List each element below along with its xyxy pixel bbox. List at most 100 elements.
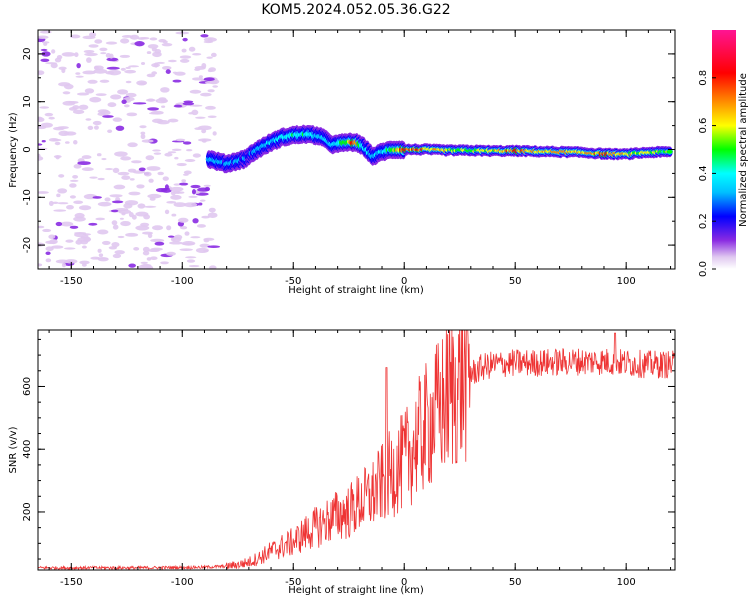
heatmap-noise-blob [141, 231, 154, 235]
heatmap-noise-blob [57, 188, 68, 194]
heatmap-noise-blob [128, 191, 141, 196]
heatmap-noise-blob [73, 140, 78, 145]
heatmap-noise-blob [188, 264, 200, 268]
heatmap-noise-blob [208, 67, 217, 72]
heatmap-noise-blob [192, 153, 201, 158]
heatmap-noise-blob [85, 118, 92, 121]
heatmap-noise-blob [162, 40, 168, 44]
heatmap-noise-blob [132, 170, 146, 174]
heatmap-noise-blob [57, 126, 69, 130]
colorbar-label: Normalized spectral amplitude [738, 73, 749, 227]
heatmap-noise-blob [183, 202, 198, 208]
snr-y-label: SNR (v/v) [8, 426, 19, 473]
heatmap-noise-blob [78, 104, 89, 110]
heatmap-noise-blob [64, 141, 70, 144]
x-tick-label: -50 [285, 577, 301, 588]
heatmap-noise-blob [173, 183, 181, 186]
heatmap-noise-blob [167, 235, 175, 238]
heatmap-noise-blob [80, 239, 89, 245]
heatmap-noise-blob [140, 37, 150, 40]
heatmap-noise-blob [38, 117, 45, 122]
figure-title: KOM5.2024.052.05.36.G22 [261, 2, 450, 18]
heatmap-noise-blob [194, 116, 206, 119]
heatmap-noise-blob [87, 125, 94, 130]
y-tick-label: -20 [22, 237, 33, 253]
heatmap-noise-blob [182, 173, 189, 176]
heatmap-noise-blob [153, 152, 162, 155]
heatmap-noise-blob [55, 221, 63, 227]
heatmap-noise-blob [93, 125, 99, 130]
heatmap-noise-blob [161, 65, 172, 70]
heatmap-noise-blob [112, 167, 120, 174]
heatmap-noise-blob [173, 104, 183, 108]
heatmap-noise-blob [179, 55, 192, 59]
heatmap-noise-blob [60, 221, 74, 227]
heatmap-noise-blob [77, 161, 91, 166]
heatmap-noise-blob [189, 104, 203, 107]
heatmap-noise-blob [120, 38, 130, 44]
heatmap-noise-blob [38, 156, 44, 161]
heatmap-noise-blob [197, 125, 212, 131]
heatmap-noise-blob [74, 52, 79, 58]
heatmap-noise-blob [179, 58, 190, 63]
y-tick-label: 20 [22, 48, 33, 61]
heatmap-noise-blob [149, 256, 158, 260]
heatmap-noise-blob [41, 140, 46, 143]
heatmap-noise-blob [148, 112, 160, 115]
heatmap-noise-blob [172, 71, 178, 74]
heatmap-noise-blob [172, 190, 181, 194]
heatmap-noise-blob [167, 151, 177, 154]
heatmap-noise-blob [99, 110, 111, 116]
heatmap-noise-blob [156, 120, 170, 125]
heatmap-noise-blob [101, 157, 107, 161]
heatmap-noise-blob [112, 253, 122, 259]
spectrogram-y-ticks: -20 -10 0 10 20 [22, 29, 675, 270]
heatmap-noise-blob [117, 89, 129, 95]
heatmap-noise-blob [65, 239, 74, 243]
heatmap-noise-blob [69, 225, 79, 229]
heatmap-noise-blob [192, 218, 199, 224]
heatmap-noise-blob [161, 105, 166, 108]
heatmap-noise-blob [186, 259, 196, 263]
heatmap-noise-blob [121, 99, 127, 105]
heatmap-noise-blob [171, 148, 182, 152]
heatmap-noise-blob [151, 225, 164, 231]
heatmap-noise-blob [176, 162, 187, 167]
heatmap-noise-blob [127, 142, 138, 148]
heatmap-noise-blob [192, 77, 204, 81]
heatmap-noise-blob [86, 57, 92, 63]
heatmap-noise-blob [179, 248, 193, 252]
heatmap-noise-blob [129, 34, 140, 40]
heatmap-noise-blob [167, 59, 177, 63]
heatmap-noise-blob [134, 41, 145, 47]
heatmap-noise-blob [192, 52, 202, 56]
heatmap-noise-blob [111, 200, 124, 204]
heatmap-noise-blob [73, 200, 84, 204]
heatmap-noise-blob [137, 203, 146, 209]
x-tick-label: 100 [617, 577, 636, 588]
heatmap-noise-blob [114, 151, 128, 157]
heatmap-noise-blob [106, 66, 120, 70]
heatmap-noise-blob [63, 247, 76, 250]
spectrogram-x-label: Height of straight line (km) [288, 285, 424, 296]
heatmap-noise-blob [147, 193, 162, 199]
heatmap-noise-blob [123, 104, 130, 108]
heatmap-noise-blob [49, 239, 58, 245]
heatmap-noise-blob [69, 183, 77, 188]
snr-x-ticks: -150 -100 -50 0 50 100 [48, 330, 672, 588]
heatmap-noise-blob [104, 197, 111, 202]
heatmap-noise-blob [44, 112, 54, 117]
heatmap-noise-blob [129, 178, 135, 181]
heatmap-noise-blob [111, 241, 120, 248]
heatmap-noise-blob [42, 228, 52, 233]
heatmap-noise-blob [41, 41, 50, 44]
heatmap-noise-blob [196, 224, 206, 228]
heatmap-noise-blob [120, 156, 132, 161]
heatmap-noise-blob [40, 122, 53, 128]
colorbar-ticks: 0.0 0.2 0.4 0.6 0.8 [698, 70, 716, 277]
y-tick-label: 600 [22, 377, 33, 396]
heatmap-noise-blob [81, 167, 94, 172]
heatmap-noise-blob [165, 69, 171, 74]
heatmap-noise-blob [97, 257, 109, 262]
heatmap-noise-blob [198, 75, 203, 79]
